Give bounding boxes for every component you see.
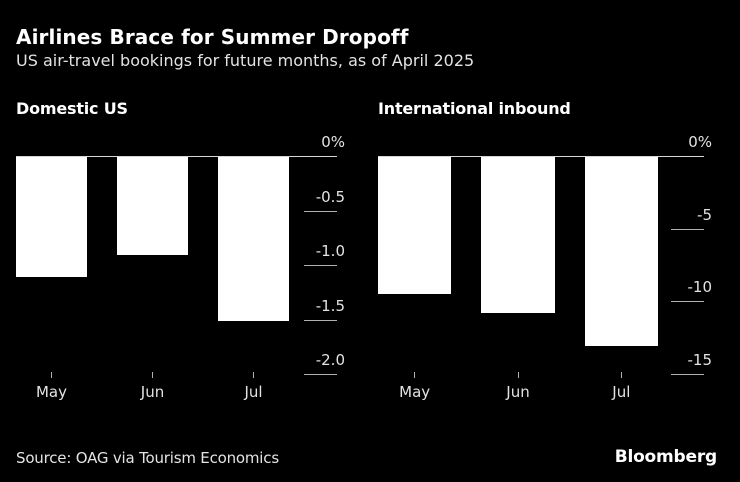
bar-may xyxy=(16,157,87,277)
x-tick xyxy=(620,372,622,378)
bar-chart-international-inbound: 0% -5 -10 -15 May Jun Jul xyxy=(378,134,713,401)
x-tick-label: Jun xyxy=(506,383,530,401)
bar-jun xyxy=(481,157,555,313)
x-tick xyxy=(152,372,153,378)
y-tick-label: -0.5 xyxy=(315,187,345,206)
y-tick-line xyxy=(304,319,337,321)
y-tick-label: -1.0 xyxy=(315,242,345,260)
x-tick-label: Jul xyxy=(244,383,263,401)
y-tick-label: -15 xyxy=(687,351,713,369)
x-tick xyxy=(51,372,52,378)
chart-subtitle: US air-travel bookings for future months… xyxy=(16,51,475,70)
x-tick-label: Jul xyxy=(612,383,631,401)
zero-baseline xyxy=(16,156,337,157)
bar-jun xyxy=(117,157,188,255)
bar-chart-domestic-us: 0% -0.5 -1.0 -1.5 -2.0 May Jun Jul xyxy=(16,134,345,401)
panel-title-international-inbound: International inbound xyxy=(378,99,571,118)
y-tick-line xyxy=(671,228,704,230)
x-tick xyxy=(253,372,254,378)
x-tick-label: May xyxy=(35,383,67,401)
chart-title: Airlines Brace for Summer Dropoff xyxy=(16,25,409,49)
y-tick-line xyxy=(304,265,337,266)
x-tick xyxy=(414,372,416,378)
y-tick-line xyxy=(304,374,337,375)
x-tick-label: May xyxy=(399,383,431,401)
source-credit: Source: OAG via Tourism Economics xyxy=(16,449,279,467)
y-tick-label: -10 xyxy=(687,278,713,297)
y-tick-label: -5 xyxy=(697,205,712,224)
y-tick-label: -1.5 xyxy=(315,296,345,315)
zero-baseline xyxy=(378,156,704,157)
bar-jul xyxy=(218,157,289,321)
x-tick xyxy=(517,372,519,378)
y-tick-line xyxy=(304,210,337,212)
y-tick-label: 0% xyxy=(321,133,345,151)
bar-jul xyxy=(584,157,658,346)
x-tick-label: Jun xyxy=(140,383,165,401)
panel-international-inbound: International inbound 0% -5 -10 -15 May Jun Ju… xyxy=(378,98,712,408)
bar-may xyxy=(378,157,452,294)
y-tick-label: 0% xyxy=(688,133,712,151)
panel-domestic-us: Domestic US 0% -0.5 -1.0 -1.5 -2.0 May Jun Jul xyxy=(16,98,345,408)
y-tick-label: -2.0 xyxy=(315,351,345,369)
panel-title-domestic-us: Domestic US xyxy=(16,99,128,118)
y-tick-line xyxy=(671,301,704,303)
bloomberg-logo: Bloomberg xyxy=(614,447,718,467)
y-tick-line xyxy=(671,374,704,375)
